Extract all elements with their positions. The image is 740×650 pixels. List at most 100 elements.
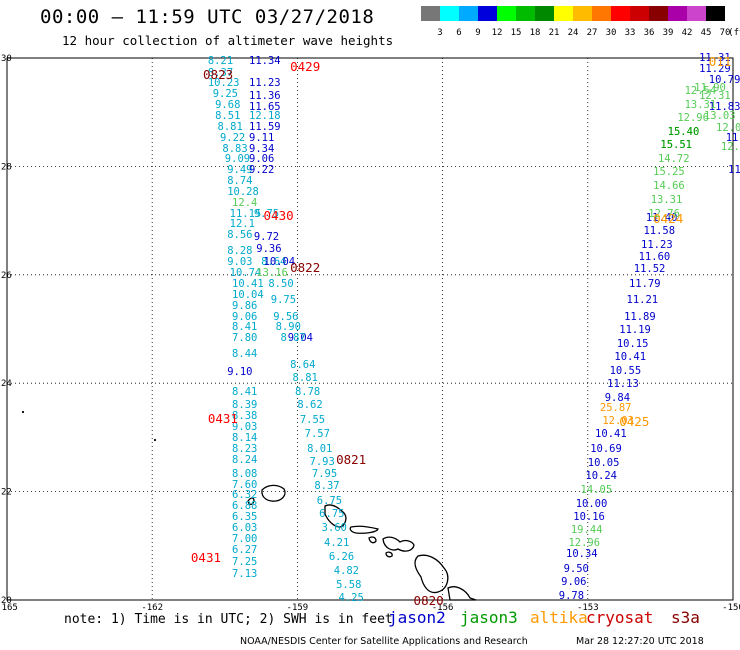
wave-height-value: 8.62 [297, 398, 323, 411]
wave-height-value: 14.72 [657, 153, 690, 166]
wave-height-value: 7.93 [309, 455, 335, 468]
wave-height-value: 10.24 [585, 470, 617, 483]
wave-height-value: 9.72 [253, 230, 280, 243]
wave-height-value: 8.14 [232, 432, 258, 445]
map-title: 00:00 – 11:59 UTC 03/27/2018 [40, 6, 375, 28]
wave-height-value: 12.18 [249, 109, 281, 122]
wave-height-value: 9.75 [270, 294, 297, 307]
lon-tick-label: -162 [141, 603, 163, 613]
pass-time-label: 0822 [290, 259, 321, 275]
scale-swatch [516, 6, 535, 21]
wave-height-value: 3.60 [321, 521, 347, 534]
wave-height-value: 9.06 [232, 310, 258, 323]
wave-height-value: 9.06 [249, 153, 275, 166]
pass-time-label: 0431 [207, 411, 238, 427]
wave-height-value: 8.41 [232, 386, 258, 399]
wave-height-value: 8.64 [261, 256, 287, 269]
wave-height-value: 11.23 [249, 77, 281, 90]
scale-label: 15 [510, 28, 522, 38]
wave-height-value: 10.41 [595, 428, 627, 441]
wave-height-value: 7.00 [232, 532, 258, 545]
wave-height-value: 14.66 [653, 180, 685, 193]
scale-swatch [611, 6, 630, 21]
lat-tick-label: 22 [1, 488, 12, 498]
island-niihau [247, 497, 255, 506]
wave-height-value: 8.23 [232, 443, 258, 456]
wave-height-value: 10.41 [614, 351, 647, 364]
wave-height-value: 15.40 [667, 126, 700, 139]
wave-height-value: 10.00 [575, 497, 608, 510]
scale-swatch [440, 6, 459, 21]
wave-height-value: 6.26 [328, 550, 355, 563]
island-molokai [349, 525, 379, 534]
lat-tick-label: 24 [1, 379, 12, 389]
wave-height-value: 9.09 [224, 153, 251, 166]
lon-tick-label: -156 [432, 603, 454, 613]
scale-label: 42 [681, 28, 693, 38]
wave-height-value: 10.74 [229, 267, 262, 280]
wave-height-value: 8.56 [227, 229, 253, 242]
scale-label: 39 [662, 28, 674, 38]
island-maui [382, 536, 415, 552]
scale-label: 45 [700, 28, 712, 38]
wave-height-value: 15.51 [660, 138, 692, 151]
wave-height-value: 11.15 [229, 207, 262, 220]
legend-s3a: s3a [671, 608, 700, 627]
wave-height-value: 10.04 [263, 256, 296, 269]
wave-height-value: 9.56 [273, 310, 299, 323]
scale-label: 18 [529, 28, 541, 38]
wave-height-value: 8.39 [232, 398, 258, 411]
wave-height-value: 12.96 [568, 536, 601, 549]
scale-swatch [421, 6, 440, 21]
wave-height-value: 9.36 [256, 242, 282, 255]
wave-height-value: 11.21 [626, 294, 659, 307]
legend-altika: altika [530, 608, 588, 627]
wave-height-value: 8.51 [215, 109, 241, 122]
scale-label: 24 [567, 28, 579, 38]
scale-swatch [478, 6, 497, 21]
scale-swatch [668, 6, 687, 21]
scale-label: 33 [624, 28, 636, 38]
lon-tick-label: -159 [287, 603, 309, 613]
wave-height-value: 4.82 [333, 565, 359, 578]
lat-tick-label: 28 [1, 162, 12, 172]
generated-timestamp: Mar 28 12:27:20 UTC 2018 [576, 636, 704, 647]
pass-time-label: 0821 [336, 452, 367, 468]
hawaiian-islands [247, 484, 477, 601]
lon-tick-label: -150 [722, 603, 740, 613]
island-lanai [368, 536, 377, 544]
legend-jason3: jason3 [460, 608, 518, 627]
wave-height-value: 12.4 [720, 141, 740, 154]
wave-height-value: 9.25 [212, 88, 238, 101]
wave-height-value: 11.13 [607, 378, 639, 391]
wave-height-value: 8.64 [290, 359, 316, 372]
pass-time-label: 0429 [290, 59, 321, 75]
scale-swatch [706, 6, 725, 21]
wave-height-value: 6.75 [316, 494, 343, 507]
wave-height-value: 5.58 [336, 578, 362, 591]
wave-height-value: 7.57 [304, 428, 330, 441]
wave-height-value: 11.65 [249, 100, 281, 113]
pass-time-label: 0424 [653, 210, 684, 226]
scale-swatch [554, 6, 573, 21]
wave-height-value: 15.51 [660, 138, 692, 151]
wave-height-value: 11.54 [725, 131, 740, 144]
wave-height-value: 9.49 [227, 164, 253, 177]
scale-swatch [592, 6, 611, 21]
wave-height-value: 8.78 [294, 386, 321, 399]
scale-label: 12 [491, 28, 503, 38]
map-speck [153, 438, 157, 442]
scale-label: 27 [586, 28, 598, 38]
wave-height-value: 9.06 [561, 576, 587, 589]
legend-jason2: jason2 [388, 608, 446, 627]
wave-height-value: 13.16 [256, 267, 288, 280]
map-grid [7, 58, 733, 600]
wave-height-value: 6.03 [232, 521, 258, 534]
wave-height-value: 11.79 [628, 278, 661, 290]
credit-line: NOAA/NESDIS Center for Satellite Applica… [240, 636, 528, 647]
wave-height-value: 10.05 [587, 456, 620, 469]
scale-swatch [649, 6, 668, 21]
wave-height-value: 13.31 [650, 194, 683, 206]
wave-height-value: 12.03 [716, 122, 740, 135]
wave-height-value: 9.11 [249, 131, 275, 144]
